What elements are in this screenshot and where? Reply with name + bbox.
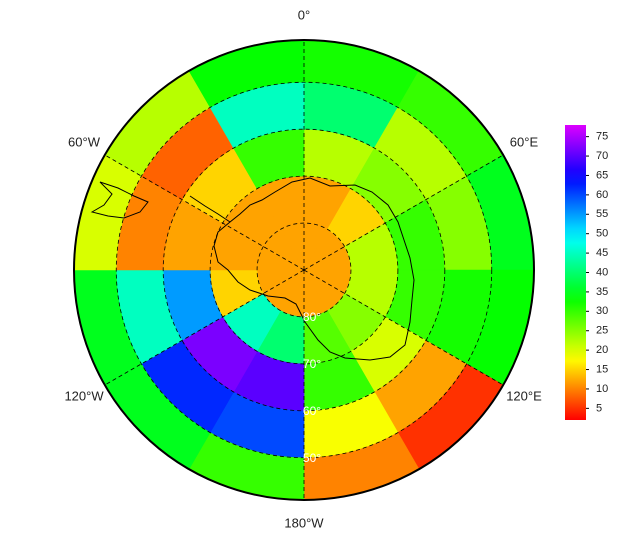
longitude-label: 120°W [64, 388, 104, 403]
meridian [303, 269, 504, 386]
colorbar-label: 45 [596, 247, 608, 259]
longitude-label: 0° [298, 7, 310, 22]
colorbar-label: 10 [596, 383, 608, 395]
colorbar-label: 30 [596, 305, 608, 317]
longitude-label: 120°E [506, 388, 542, 403]
coastline [90, 177, 415, 361]
meridian [104, 154, 305, 271]
longitude-label: 60°W [68, 134, 101, 149]
latitude-label: 60° [303, 404, 321, 418]
colorbar-label: 60 [596, 189, 608, 201]
colorbar-label: 25 [596, 325, 608, 337]
latitude-label: 80° [303, 310, 321, 324]
latitude-ring [162, 128, 446, 412]
colorbar-label: 50 [596, 228, 608, 240]
colorbar [565, 125, 586, 420]
latitude-ring [256, 222, 352, 318]
longitude-label: 180°W [284, 515, 324, 530]
meridian [104, 269, 305, 386]
latitude-label: 70° [303, 357, 321, 371]
colorbar-label: 5 [596, 402, 602, 414]
antarctica-coast [213, 177, 415, 361]
colorbar-label: 55 [596, 208, 608, 220]
latitude-label: 50° [303, 451, 321, 465]
graticule [104, 40, 504, 500]
meridian [303, 154, 504, 271]
map-frame [73, 39, 535, 501]
latitude-ring [115, 81, 493, 459]
colorbar-label: 70 [596, 150, 608, 162]
field [74, 40, 534, 500]
colorbar-label: 35 [596, 286, 608, 298]
colorbar-label: 20 [596, 344, 608, 356]
peninsula-coast [189, 195, 231, 223]
colorbar-label: 40 [596, 266, 608, 278]
south-america-coast [90, 181, 149, 219]
colorbar-label: 75 [596, 131, 608, 143]
colorbar-label: 15 [596, 363, 608, 375]
colorbar-label: 65 [596, 169, 608, 181]
longitude-label: 60°E [510, 134, 539, 149]
